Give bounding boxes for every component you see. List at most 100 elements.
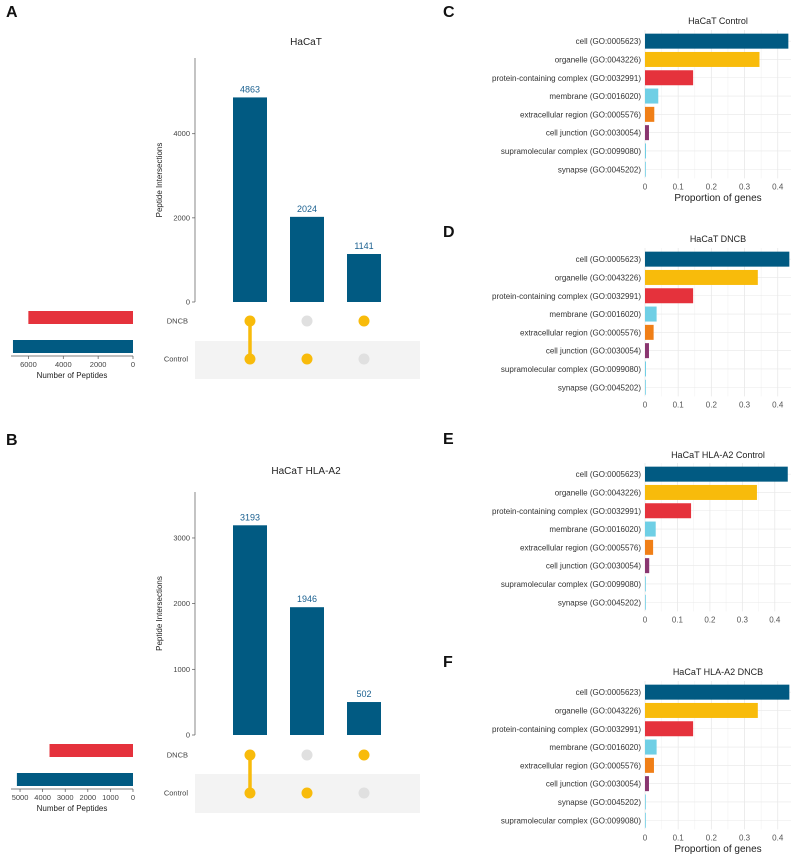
set-tick-label: 3000 [57,793,74,802]
go-bar [645,88,659,104]
set-row-label: Control [164,789,189,798]
category-label: cell (GO:0005623) [576,688,642,697]
category-label: supramolecular complex (GO:0099080) [501,580,641,589]
intersection-bar [347,702,381,735]
y-tick-label: 2000 [173,213,190,222]
intersection-bar [290,607,324,735]
set-tick-label: 0 [131,793,135,802]
set-size-bar [49,744,133,757]
set-row-label: DNCB [167,751,188,760]
category-label: membrane (GO:0016020) [549,525,641,534]
go-bar [645,776,649,792]
panel-letter-b: B [6,432,18,449]
go-bar-chart-f: HaCaT HLA-A2 DNCB cell (GO:0005623) organe… [492,667,791,855]
go-bar [645,794,646,810]
chart-title: HaCaT HLA-A2 [271,466,341,477]
go-bar [645,125,649,141]
category-label: organelle (GO:0043226) [555,55,642,64]
chart-title: HaCaT Control [688,16,748,26]
go-bar [645,484,757,500]
x-tick-label: 0.2 [706,182,718,191]
matrix-dot-active [244,353,256,365]
x-tick-label: 0.4 [772,400,784,409]
category-label: synapse (GO:0045202) [558,798,641,807]
set-size-bar [28,311,133,324]
go-bar [645,51,760,67]
go-bar [645,503,692,519]
go-bar [645,576,646,592]
go-bar [645,324,654,340]
upset-chart-a: HaCaT 0 2000 4000 Peptide Intersections 4863 2… [11,37,420,380]
set-tick-label: 2000 [90,360,107,369]
x-tick-label: 0 [643,182,648,191]
set-axis-label: Number of Peptides [37,804,108,813]
set-tick-label: 0 [131,360,135,369]
category-label: synapse (GO:0045202) [558,165,641,174]
panel-letter-c: C [443,4,455,21]
intersection-value-label: 1141 [354,241,373,251]
matrix-dot-active [358,315,370,327]
go-bar [645,379,646,395]
category-label: cell junction (GO:0030054) [546,780,642,789]
go-bar [645,33,789,49]
chart-title: HaCaT HLA-A2 Control [671,450,765,460]
chart-title: HaCaT [290,37,322,48]
x-tick-label: 0.2 [706,400,718,409]
category-label: organelle (GO:0043226) [555,488,642,497]
go-bar [645,306,657,322]
go-bar [645,251,790,267]
charts-layer: HaCaT 0 2000 4000 Peptide Intersections 4863 2… [11,16,791,855]
upset-chart-b: HaCaT HLA-A2 0 1000 2000 3000 Peptide Interse… [11,466,420,813]
go-bar [645,684,790,700]
x-tick-label: 0.4 [769,615,781,624]
x-tick-label: 0.1 [673,182,685,191]
intersection-bar [233,97,267,303]
chart-title: HaCaT DNCB [690,234,746,244]
x-tick-label: 0.3 [739,400,751,409]
category-label: supramolecular complex (GO:0099080) [501,147,641,156]
panel-letter-e: E [443,431,454,448]
category-label: membrane (GO:0016020) [549,92,641,101]
category-label: cell junction (GO:0030054) [546,562,642,571]
intersection-value-label: 1946 [297,594,317,604]
go-bar [645,466,788,482]
y-tick-label: 4000 [173,129,190,138]
x-tick-label: 0.1 [673,833,685,842]
go-bar [645,343,649,359]
set-axis-label: Number of Peptides [37,371,108,380]
matrix-dot-inactive [301,749,313,761]
y-axis-label: Peptide Intersections [155,143,164,218]
x-tick-label: 0.1 [672,615,684,624]
category-label: protein-containing complex (GO:0032991) [492,725,641,734]
x-tick-label: 0.1 [673,400,685,409]
go-bar [645,521,656,537]
matrix-dot-active [358,749,370,761]
go-bar [645,721,694,737]
x-tick-label: 0.2 [706,833,718,842]
y-tick-label: 3000 [173,533,190,542]
x-tick-label: 0.2 [704,615,716,624]
matrix-dot-active [244,749,256,761]
category-label: protein-containing complex (GO:0032991) [492,292,641,301]
matrix-dot-inactive [358,787,370,799]
set-tick-label: 6000 [20,360,37,369]
intersection-bar [347,253,381,302]
set-row-label: Control [164,355,189,364]
go-bar [645,288,694,304]
intersection-bar [290,216,324,302]
panel-letter-d: D [443,224,455,241]
category-label: extracellular region (GO:0005576) [520,543,641,552]
matrix-dot-active [301,353,313,365]
go-bar [645,739,657,755]
y-tick-label: 0 [186,731,190,740]
x-tick-label: 0.3 [737,615,749,624]
y-tick-label: 0 [186,298,190,307]
matrix-dot-active [244,315,256,327]
category-label: protein-containing complex (GO:0032991) [492,507,641,516]
category-label: synapse (GO:0045202) [558,383,641,392]
x-tick-label: 0.4 [772,833,784,842]
go-bar [645,143,646,159]
panel-letter-a: A [6,4,18,21]
go-bar [645,106,655,122]
